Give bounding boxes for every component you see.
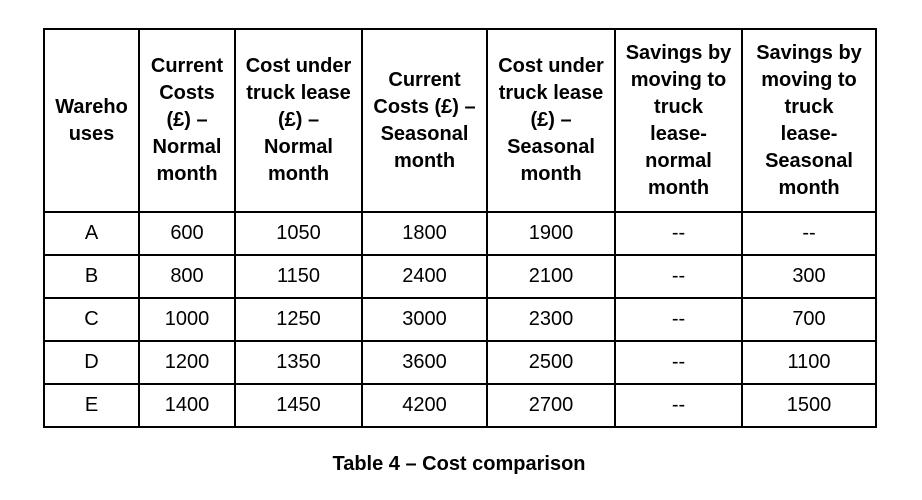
cell-value: 1450: [234, 383, 363, 428]
cell-value: 1050: [234, 211, 363, 256]
table-row-warehouse-b: B 800 1150 2400 2100 -- 300: [43, 254, 877, 299]
cell-value: 1150: [234, 254, 363, 299]
cell-value: 600: [138, 211, 236, 256]
cell-value: 2400: [361, 254, 488, 299]
table-row-warehouse-e: E 1400 1450 4200 2700 -- 1500: [43, 383, 877, 428]
table-header-row: Wareho uses Current Costs (£) – Normal m…: [43, 28, 877, 213]
cell-value: --: [614, 211, 743, 256]
cell-warehouse: A: [43, 211, 140, 256]
cell-value: 1400: [138, 383, 236, 428]
cell-warehouse: B: [43, 254, 140, 299]
cell-value: 2100: [486, 254, 616, 299]
table-row-warehouse-c: C 1000 1250 3000 2300 -- 700: [43, 297, 877, 342]
cell-value: 700: [741, 297, 877, 342]
table-row-warehouse-d: D 1200 1350 3600 2500 -- 1100: [43, 340, 877, 385]
col-header-savings-seasonal: Savings by moving to truck lease- Season…: [741, 28, 877, 213]
cell-value: 2700: [486, 383, 616, 428]
col-header-warehouses: Wareho uses: [43, 28, 140, 213]
cell-value: 2300: [486, 297, 616, 342]
col-header-current-costs-seasonal: Current Costs (£) – Seasonal month: [361, 28, 488, 213]
cell-value: --: [614, 383, 743, 428]
cell-value: 1250: [234, 297, 363, 342]
cell-value: --: [614, 254, 743, 299]
cost-comparison-table: Wareho uses Current Costs (£) – Normal m…: [43, 28, 877, 428]
cell-value: 1900: [486, 211, 616, 256]
cell-value: 1500: [741, 383, 877, 428]
cell-value: 3600: [361, 340, 488, 385]
cell-warehouse: D: [43, 340, 140, 385]
table-row-warehouse-a: A 600 1050 1800 1900 -- --: [43, 211, 877, 256]
cell-value: 1350: [234, 340, 363, 385]
cell-value: 1000: [138, 297, 236, 342]
cell-value: 4200: [361, 383, 488, 428]
cell-value: --: [614, 340, 743, 385]
table-caption: Table 4 – Cost comparison: [332, 453, 586, 475]
col-header-current-costs-normal: Current Costs (£) – Normal month: [138, 28, 236, 213]
cell-value: 1100: [741, 340, 877, 385]
cell-warehouse: E: [43, 383, 140, 428]
cell-value: 1200: [138, 340, 236, 385]
cell-value: --: [741, 211, 877, 256]
cell-value: 3000: [361, 297, 488, 342]
cell-warehouse: C: [43, 297, 140, 342]
cell-value: --: [614, 297, 743, 342]
cell-value: 1800: [361, 211, 488, 256]
cell-value: 2500: [486, 340, 616, 385]
col-header-truck-lease-seasonal: Cost under truck lease (£) – Seasonal mo…: [486, 28, 616, 213]
cell-value: 300: [741, 254, 877, 299]
col-header-savings-normal: Savings by moving to truck lease- normal…: [614, 28, 743, 213]
cell-value: 800: [138, 254, 236, 299]
col-header-truck-lease-normal: Cost under truck lease (£) – Normal mont…: [234, 28, 363, 213]
